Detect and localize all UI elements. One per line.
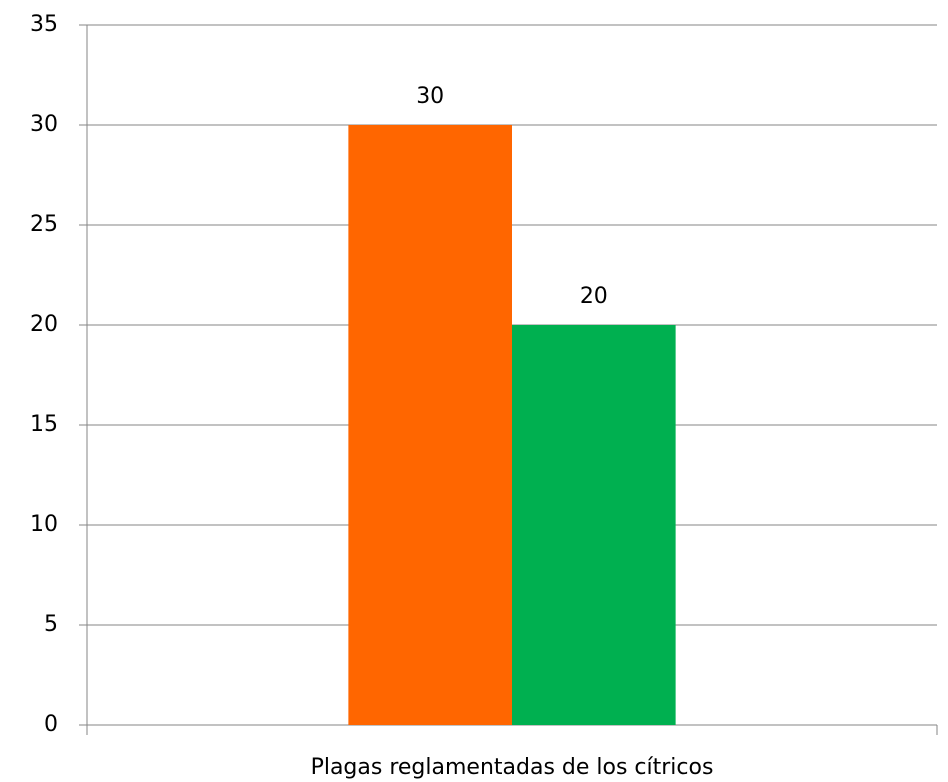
y-tick-label: 30 (30, 112, 58, 137)
y-tick-label: 5 (44, 612, 58, 637)
y-tick-label: 25 (30, 212, 58, 237)
data-label: 20 (580, 284, 608, 309)
y-tick-label: 10 (30, 512, 58, 537)
x-tick-label: Plagas reglamentadas de los cítricos (311, 755, 714, 780)
y-tick-label: 15 (30, 412, 58, 437)
y-tick-label: 0 (44, 712, 58, 737)
bar (512, 325, 676, 725)
data-label: 30 (416, 84, 444, 109)
y-tick-label: 35 (30, 12, 58, 37)
bar (348, 125, 512, 725)
y-tick-label: 20 (30, 312, 58, 337)
